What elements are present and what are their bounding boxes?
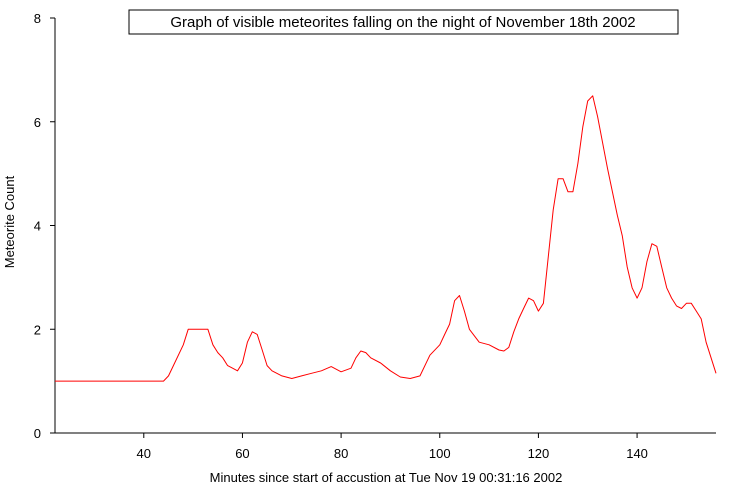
y-tick-label: 0 xyxy=(34,426,41,441)
series-layer xyxy=(55,95,717,382)
y-axis-title: Meteorite Count xyxy=(2,175,17,268)
chart-title: Graph of visible meteorites falling on t… xyxy=(170,14,635,31)
title-frame xyxy=(128,9,679,35)
x-tick-label: 60 xyxy=(235,446,249,461)
x-tick-label: 100 xyxy=(429,446,451,461)
series-line xyxy=(55,95,717,382)
axes: 0 2 4 6 8 40 60 80 100 120 140 xyxy=(34,11,716,461)
title-box: Graph of visible meteorites falling on t… xyxy=(128,9,679,35)
y-tick-label: 4 xyxy=(34,219,41,234)
y-tick-label: 6 xyxy=(34,115,41,130)
x-tick-label: 80 xyxy=(334,446,348,461)
y-tick-label: 8 xyxy=(34,11,41,26)
y-tick-label: 2 xyxy=(34,322,41,337)
x-tick-label: 140 xyxy=(626,446,648,461)
x-axis-title: Minutes since start of accustion at Tue … xyxy=(210,470,563,485)
x-tick-label: 120 xyxy=(528,446,550,461)
x-tick-label: 40 xyxy=(137,446,151,461)
